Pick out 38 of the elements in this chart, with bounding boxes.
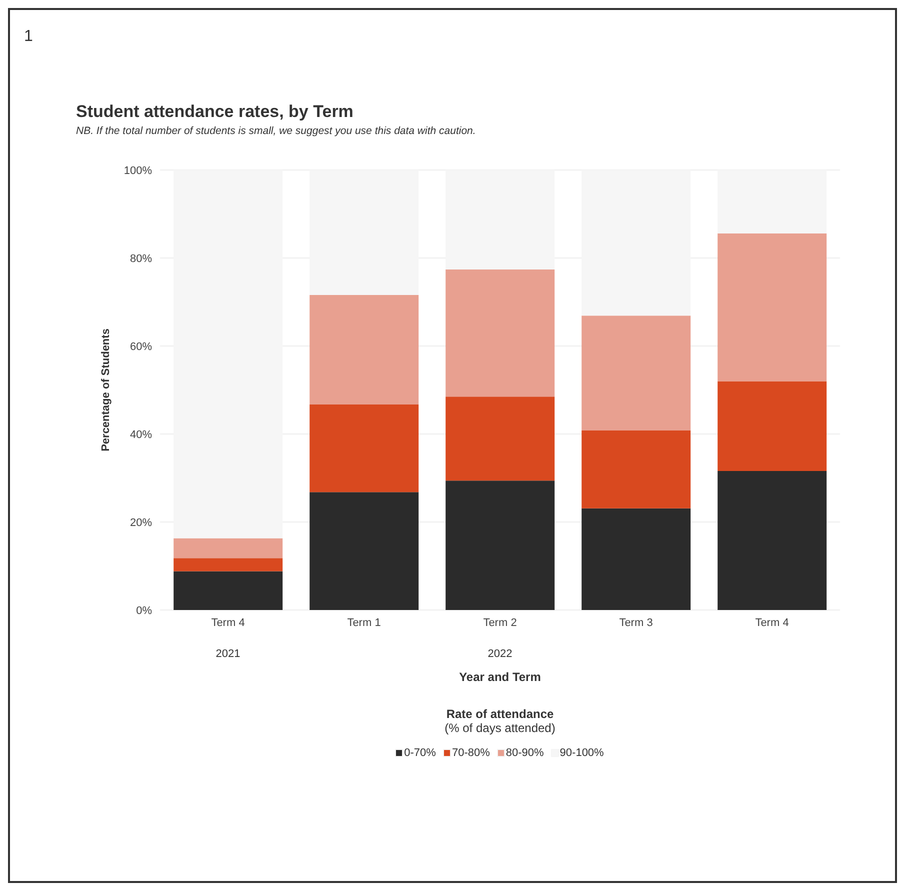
bar xyxy=(718,470,827,610)
bar xyxy=(582,508,691,610)
y-tick-label: 100% xyxy=(124,164,152,177)
chart-title: Student attendance rates, by Term xyxy=(76,102,354,122)
x-axis-title: Year and Term xyxy=(458,670,542,684)
y-axis-title: Percentage of Students xyxy=(100,328,112,452)
text: 2022 xyxy=(486,648,514,660)
y-tick-label: 60% xyxy=(130,340,152,353)
y-tick-label: 80% xyxy=(130,252,152,265)
x-tick-label: Term 4 xyxy=(211,616,245,629)
chart-subtitle: NB. If the total number of students is small, we suggest you use this data with caution. xyxy=(76,125,476,137)
bar xyxy=(582,316,691,430)
x-tick-label: Term 2 xyxy=(483,616,517,629)
legend-title: Rate of attendance (% of days attended) xyxy=(444,707,556,735)
bar xyxy=(310,404,419,492)
bar xyxy=(446,269,555,397)
legend-label: 70-80% xyxy=(450,747,490,759)
y-tick-label: 0% xyxy=(136,604,152,617)
text: 1 xyxy=(24,28,33,46)
x-tick-label: Term 1 xyxy=(347,616,381,629)
bar xyxy=(446,396,555,481)
bar xyxy=(310,492,419,610)
legend-label: 90-100% xyxy=(558,747,604,759)
text: 2021 xyxy=(214,648,242,660)
bar xyxy=(174,538,283,558)
y-tick-label: 40% xyxy=(130,428,152,441)
bar xyxy=(446,480,555,610)
legend-label: 80-90% xyxy=(504,747,544,759)
bar xyxy=(310,294,419,405)
bar xyxy=(718,381,827,471)
bar xyxy=(174,558,283,572)
bar xyxy=(718,233,827,382)
x-tick-label: Term 4 xyxy=(755,616,789,629)
x-tick-label: Term 3 xyxy=(619,616,653,629)
bar xyxy=(582,430,691,508)
bar xyxy=(174,571,283,610)
legend-label: 0-70% xyxy=(403,747,436,759)
y-tick-label: 20% xyxy=(130,516,152,529)
